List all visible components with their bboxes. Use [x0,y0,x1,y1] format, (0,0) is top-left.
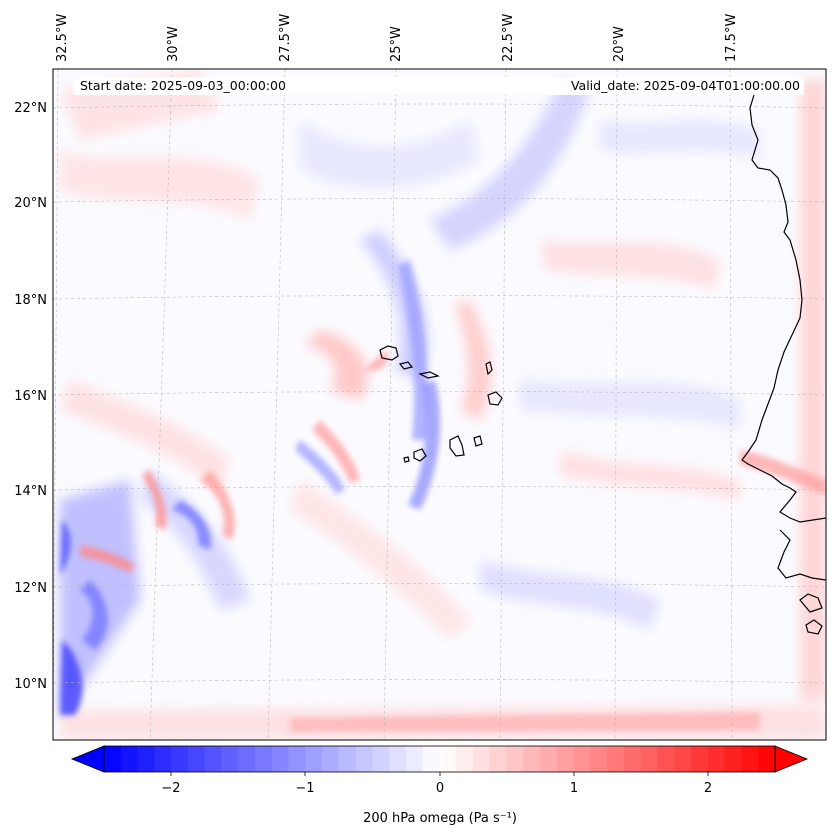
boa-vista-island [487,391,503,406]
santo-antao-island [379,345,399,361]
colorbar-cell [355,746,374,772]
start-date-label: Start date: 2025-09-03_00:00:00 [80,78,286,93]
header-box [74,77,804,95]
colorbar-cell [221,746,239,772]
lat-label: 10°N [14,677,47,692]
africa-coastline [741,79,826,523]
guinea-coastline [777,529,826,581]
colorbar-cell [104,746,122,772]
lat-label: 22°N [14,101,47,116]
colorbar-tick-label: 0 [436,781,444,796]
colorbar-cell [288,746,306,772]
fogo-island [413,448,427,462]
colorbar-cell [724,746,743,772]
colorbar-cell [640,746,659,772]
colorbar-cell [338,746,357,772]
colorbar-cell [322,746,340,772]
santiago-island [449,435,465,457]
colorbar-cell [573,746,592,772]
colorbar-cell [372,746,390,772]
colorbar-cell [556,746,575,772]
colorbar-cell [707,746,726,772]
lat-label: 20°N [14,196,47,211]
omega-field [60,70,826,740]
lon-label: 30°W [166,26,181,62]
lat-label: 18°N [14,293,47,308]
colorbar-cell [120,746,139,772]
valid-date-label: Valid_date: 2025-09-04T01:00:00.00 [571,78,800,93]
colorbar-gradient [104,746,776,772]
lon-label: 25°W [389,26,404,62]
colorbar-cell [254,746,273,772]
map-frame [52,68,827,741]
lon-label: 22.5°W [501,14,516,62]
colorbar-cell [624,746,642,772]
sao-vicente-island [398,361,414,370]
lat-label: 12°N [14,581,47,596]
colorbar-cell [456,746,474,772]
sao-nicolau-island [418,371,440,379]
map-panel: Start date: 2025-09-03_00:00:00 Valid_da… [14,14,827,741]
colorbar-cell [523,746,541,772]
colorbar-cell [506,746,524,772]
colorbar-label: 200 hPa omega (Pa s⁻¹) [363,811,517,826]
colorbar-cell [305,746,323,772]
lon-label: 27.5°W [278,14,293,62]
lat-label: 16°N [14,389,47,404]
colorbar-cell [607,746,625,772]
colorbar-cell [187,746,206,772]
latitude-labels: 22°N 20°N 18°N 16°N 14°N 12°N 10°N [14,101,47,692]
colorbar-cell [238,746,256,772]
colorbar-cell [657,746,675,772]
colorbar-cell [674,746,692,772]
lon-label: 20°W [612,26,627,62]
lat-label: 14°N [14,484,47,499]
sal-island [485,361,493,376]
colorbar-cell [473,746,491,772]
colorbar-max-extend [774,745,809,773]
gridlines [53,69,826,740]
colorbar-cell [489,746,508,772]
bijagos-islands [799,593,823,613]
lon-label: 32.5°W [55,14,70,62]
coastal-island [805,619,823,635]
coastlines [379,79,826,635]
colorbar-cell [171,746,189,772]
colorbar-cell [691,746,709,772]
colorbar-frame [103,745,776,773]
colorbar-cell [758,746,776,772]
colorbar-cell [137,746,155,772]
colorbar-cell [405,746,424,772]
colorbar-cell [590,746,608,772]
colorbar: −2 −1 0 1 2 200 hPa omega (Pa s⁻¹) [70,745,809,826]
colorbar-cell [204,746,223,772]
colorbar-cell [439,746,457,772]
colorbar-cell [271,746,290,772]
colorbar-tick-label: −2 [161,781,180,796]
colorbar-min-extend [70,745,105,773]
colorbar-tick-label: 2 [704,781,712,796]
colorbar-cell [540,746,558,772]
colorbar-ticks [170,772,709,776]
colorbar-cell [741,746,759,772]
lon-label: 17.5°W [724,14,739,62]
colorbar-cell [422,746,441,772]
longitude-labels: 32.5°W 30°W 27.5°W 25°W 22.5°W 20°W 17.5… [55,14,739,62]
colorbar-tick-label: −1 [295,781,314,796]
brava-island [403,456,410,463]
colorbar-tick-label: 1 [570,781,578,796]
colorbar-cell [389,746,407,772]
maio-island [473,435,483,447]
colorbar-cell [154,746,172,772]
